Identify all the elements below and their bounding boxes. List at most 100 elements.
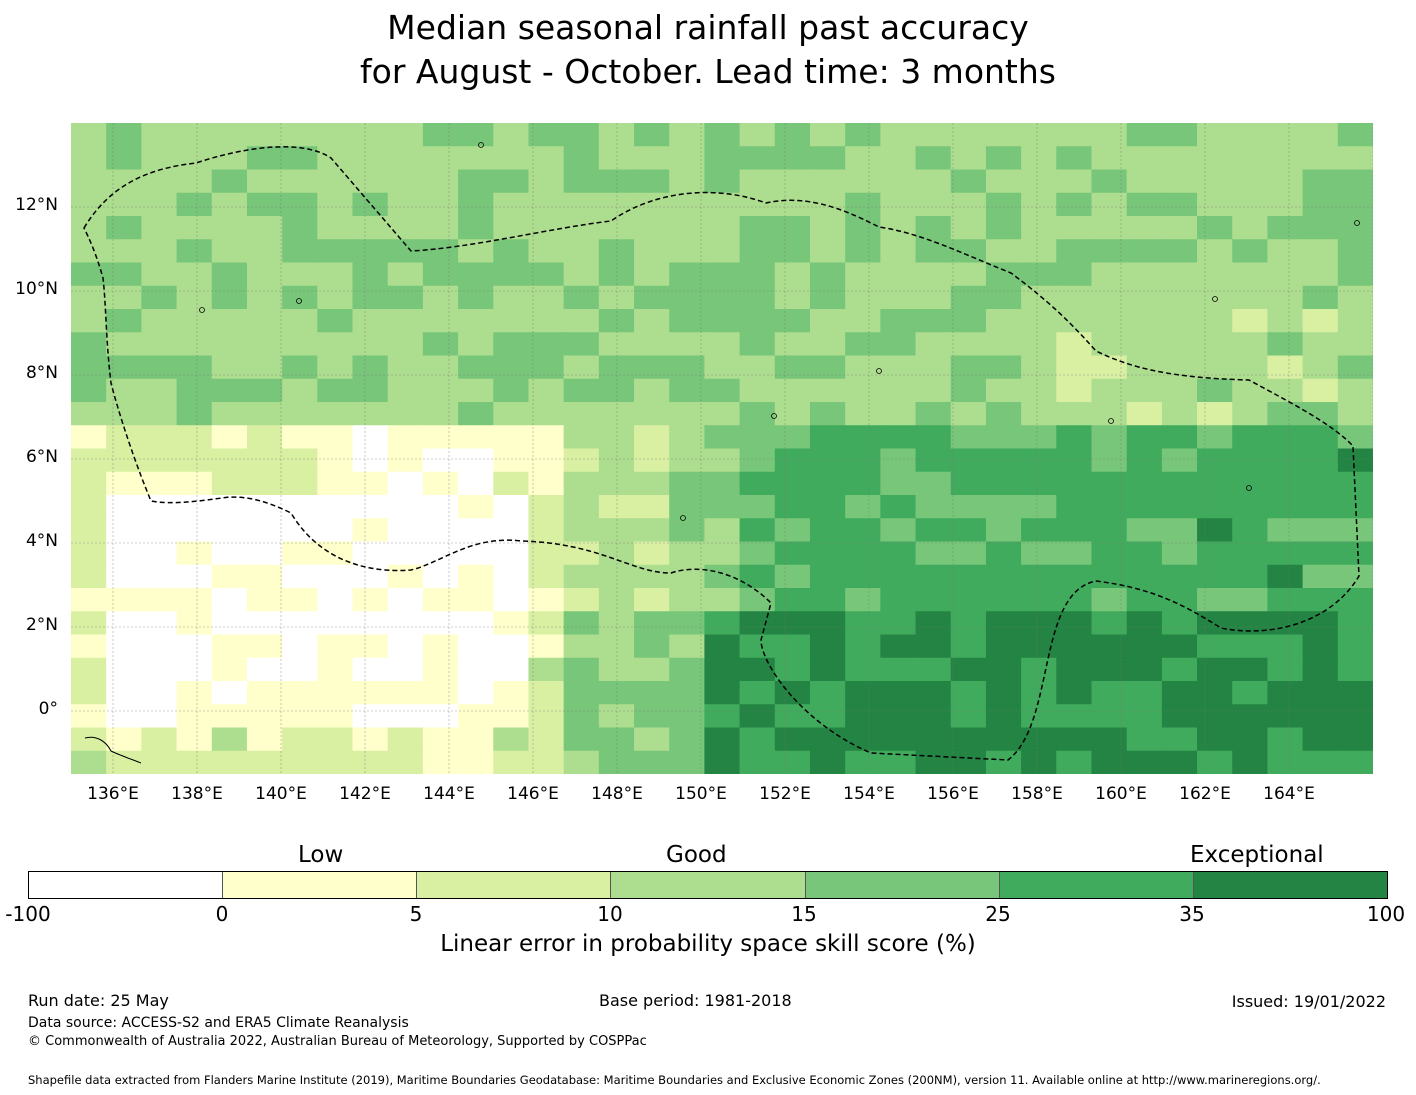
grid-cell bbox=[774, 541, 811, 566]
grid-cell bbox=[1267, 611, 1304, 636]
title-line-2: for August - October. Lead time: 3 month… bbox=[360, 52, 1056, 91]
grid-cell bbox=[634, 123, 670, 147]
grid-cell bbox=[1021, 355, 1057, 380]
grid-cell bbox=[458, 657, 494, 682]
grid-cell bbox=[1267, 169, 1304, 194]
colorbar bbox=[28, 871, 1388, 899]
grid-cell bbox=[528, 471, 565, 496]
grid-cell bbox=[1267, 425, 1304, 450]
grid-cell bbox=[915, 216, 952, 240]
grid-cell bbox=[387, 425, 424, 450]
grid-cell bbox=[1197, 262, 1233, 287]
grid-cell bbox=[1021, 750, 1057, 774]
grid-cell bbox=[141, 425, 178, 450]
grid-cell bbox=[563, 611, 600, 636]
grid-cell bbox=[176, 611, 213, 636]
grid-cell bbox=[528, 657, 565, 682]
grid-cell bbox=[950, 704, 987, 729]
grid-cell bbox=[1267, 378, 1304, 403]
grid-cell bbox=[669, 425, 706, 450]
grid-cell bbox=[141, 750, 178, 774]
grid-cell bbox=[1232, 192, 1269, 217]
grid-cell bbox=[352, 588, 389, 612]
grid-cell bbox=[704, 611, 741, 636]
grid-cell bbox=[774, 192, 811, 217]
grid-cell bbox=[669, 402, 706, 426]
grid-cell bbox=[282, 750, 318, 774]
grid-cell bbox=[915, 192, 952, 217]
grid-cell bbox=[211, 448, 248, 473]
grid-cell bbox=[809, 262, 846, 287]
grid-cell bbox=[634, 750, 670, 774]
grid-cell bbox=[739, 634, 776, 659]
grid-cell bbox=[950, 471, 987, 496]
grid-cell bbox=[915, 634, 952, 659]
grid-cell bbox=[106, 634, 142, 659]
grid-cell bbox=[1021, 518, 1057, 543]
grid-cell bbox=[880, 588, 917, 612]
grid-cell bbox=[352, 704, 389, 729]
grid-cell bbox=[1302, 169, 1339, 194]
grid-cell bbox=[1126, 192, 1163, 217]
grid-cell bbox=[282, 192, 318, 217]
grid-cell bbox=[246, 564, 283, 589]
lon-label-146e: 146°E bbox=[507, 784, 559, 804]
grid-cell bbox=[211, 657, 248, 682]
grid-cell bbox=[458, 541, 494, 566]
grid-cell bbox=[422, 681, 459, 705]
grid-cell bbox=[563, 216, 600, 240]
grid-cell bbox=[1091, 588, 1128, 612]
grid-cell bbox=[528, 285, 565, 310]
grid-cell bbox=[387, 402, 424, 426]
grid-cell bbox=[1091, 611, 1128, 636]
grid-cell bbox=[282, 216, 318, 240]
grid-cell bbox=[141, 332, 178, 357]
grid-cell bbox=[528, 634, 565, 659]
grid-cell bbox=[985, 541, 1022, 566]
grid-cell bbox=[106, 471, 142, 496]
grid-cell bbox=[1232, 402, 1269, 426]
grid-cell bbox=[704, 727, 741, 752]
grid-cell bbox=[528, 518, 565, 543]
grid-cell bbox=[246, 146, 283, 171]
grid-cell bbox=[71, 123, 107, 147]
grid-cell bbox=[1126, 448, 1163, 473]
grid-cell bbox=[669, 518, 706, 543]
grid-cell bbox=[493, 309, 530, 333]
grid-cell bbox=[774, 309, 811, 333]
grid-cell bbox=[880, 425, 917, 450]
grid-cell bbox=[704, 192, 741, 217]
lon-label-154e: 154°E bbox=[843, 784, 895, 804]
grid-cell bbox=[246, 378, 283, 403]
grid-cell bbox=[1021, 727, 1057, 752]
grid-cell bbox=[1302, 146, 1339, 171]
grid-cell bbox=[422, 332, 459, 357]
grid-cell bbox=[845, 285, 881, 310]
grid-cell bbox=[774, 355, 811, 380]
grid-cell bbox=[845, 657, 881, 682]
grid-cell bbox=[246, 262, 283, 287]
grid-cell bbox=[669, 239, 706, 264]
grid-cell bbox=[1337, 681, 1373, 705]
lat-label-10n: 10°N bbox=[15, 279, 58, 299]
grid-cell bbox=[1091, 332, 1128, 357]
grid-cell bbox=[176, 146, 213, 171]
grid-cell bbox=[1056, 146, 1093, 171]
grid-cell bbox=[1056, 495, 1093, 519]
grid-cell bbox=[774, 378, 811, 403]
grid-cell bbox=[141, 239, 178, 264]
grid-cell bbox=[1021, 704, 1057, 729]
grid-cell bbox=[809, 239, 846, 264]
issued-date: Issued: 19/01/2022 bbox=[1231, 992, 1386, 1011]
grid-cell bbox=[106, 146, 142, 171]
grid-cell bbox=[1337, 541, 1373, 566]
lon-label-140e: 140°E bbox=[255, 784, 307, 804]
colorbar-segment-1 bbox=[223, 872, 418, 898]
grid-cell bbox=[669, 123, 706, 147]
grid-cell bbox=[774, 518, 811, 543]
grid-cell bbox=[352, 471, 389, 496]
grid-cell bbox=[317, 123, 354, 147]
grid-cell bbox=[1267, 634, 1304, 659]
grid-cell bbox=[950, 448, 987, 473]
grid-cell bbox=[211, 471, 248, 496]
